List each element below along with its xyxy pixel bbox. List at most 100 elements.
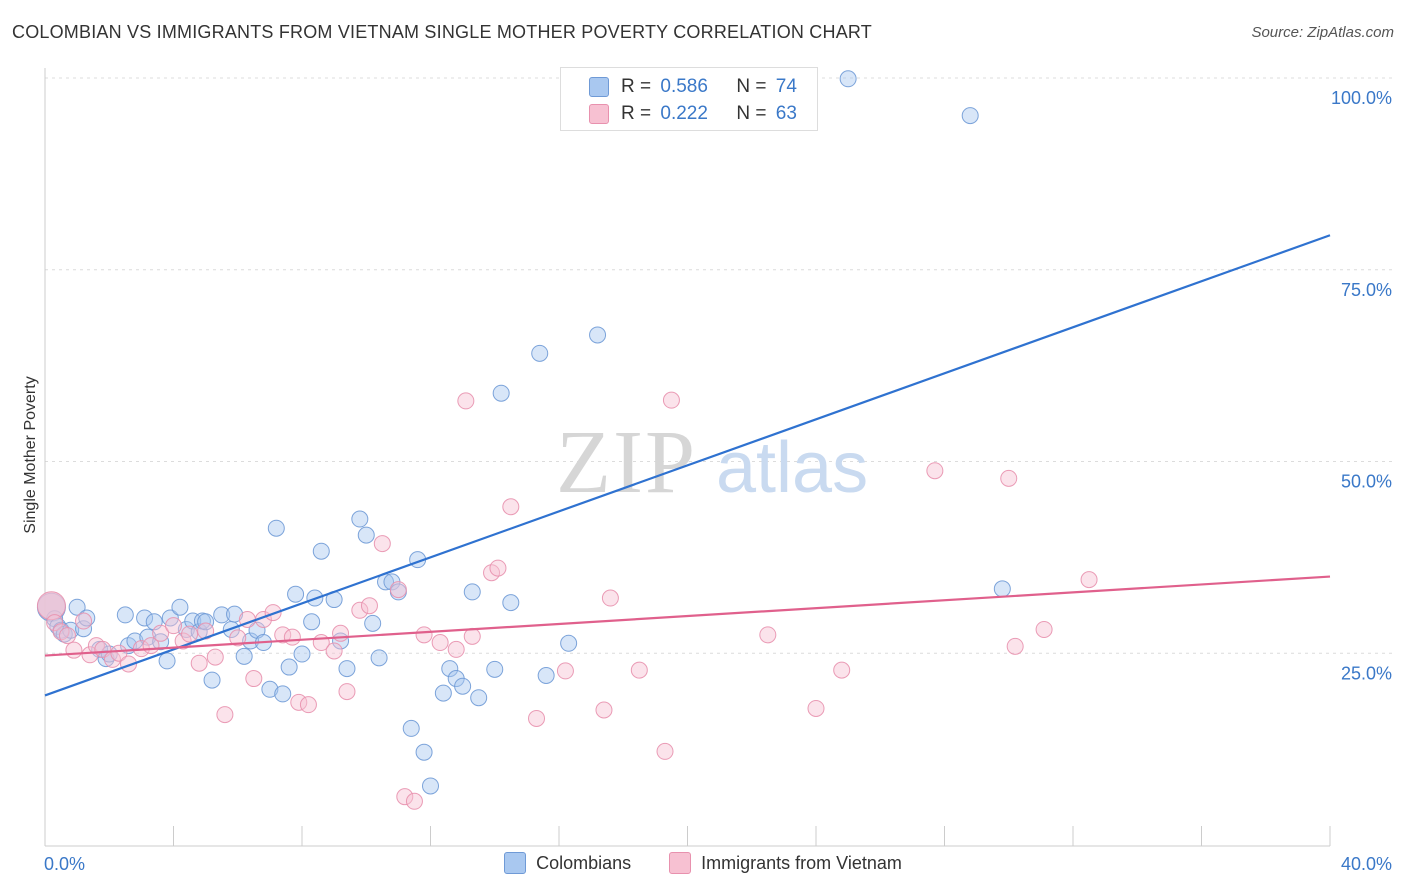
colombians-point bbox=[242, 632, 260, 650]
r-value: 0.222 bbox=[660, 103, 708, 124]
colombians-point bbox=[454, 677, 472, 695]
stats-row-vietnam: R = 0.222 N = 63 bbox=[589, 103, 797, 125]
colombians-point bbox=[560, 634, 578, 652]
vietnam-point bbox=[759, 626, 777, 644]
vietnam-point bbox=[662, 391, 680, 409]
vietnam-point bbox=[656, 742, 674, 760]
x-tick-label: 40.0% bbox=[1341, 854, 1392, 874]
series-legend: Colombians Immigrants from Vietnam bbox=[0, 852, 1406, 874]
n-label: N = bbox=[736, 76, 772, 97]
colombians-point bbox=[502, 594, 520, 612]
vietnam-point bbox=[360, 597, 378, 615]
colombians-point bbox=[470, 689, 488, 707]
vietnam-point bbox=[165, 617, 182, 635]
colombians-point bbox=[961, 107, 979, 125]
vietnam-point bbox=[415, 626, 433, 644]
colombians-point bbox=[492, 384, 510, 402]
y-tick-label: 100.0% bbox=[1331, 88, 1392, 108]
vietnam-point bbox=[181, 625, 199, 643]
colombians-point bbox=[136, 609, 154, 627]
vietnam-point bbox=[833, 661, 851, 679]
legend-item-vietnam[interactable]: Immigrants from Vietnam bbox=[669, 852, 902, 874]
colombians-point bbox=[531, 344, 549, 362]
vietnam-point bbox=[405, 792, 423, 810]
colombians-point bbox=[267, 519, 285, 537]
vietnam-point bbox=[447, 640, 465, 658]
r-value: 0.586 bbox=[660, 76, 708, 97]
vietnam-point bbox=[190, 654, 208, 672]
source-label: Source: ZipAtlas.com bbox=[1251, 24, 1394, 41]
chart-title: COLOMBIAN VS IMMIGRANTS FROM VIETNAM SIN… bbox=[12, 22, 872, 42]
vietnam-point bbox=[807, 699, 825, 717]
colombians-point bbox=[158, 652, 176, 670]
colombians-point bbox=[357, 526, 375, 544]
vietnam-point bbox=[926, 462, 944, 480]
grid-lines bbox=[45, 77, 1392, 654]
tick-labels: 25.0% 50.0% 75.0% 100.0% 0.0% 40.0% bbox=[44, 88, 1392, 874]
watermark-atlas: atlas bbox=[716, 428, 868, 508]
vietnam-point bbox=[502, 498, 520, 516]
vietnam-point bbox=[431, 634, 449, 652]
vietnam-point bbox=[65, 641, 83, 659]
colombians-point bbox=[402, 719, 420, 737]
vietnam-point bbox=[283, 628, 301, 646]
colombians-swatch bbox=[589, 77, 609, 97]
stats-row-colombians: R = 0.586 N = 74 bbox=[589, 76, 797, 98]
vietnam-point bbox=[457, 392, 475, 410]
data-points bbox=[36, 70, 1098, 810]
colombians-trend-line bbox=[44, 234, 1331, 697]
vietnam-point bbox=[1035, 620, 1053, 638]
vietnam-point bbox=[351, 601, 369, 619]
vietnam-point bbox=[556, 662, 574, 680]
colombians-point bbox=[171, 598, 189, 616]
colombians-point bbox=[203, 671, 221, 689]
vietnam-point bbox=[630, 661, 648, 679]
r-label: R = bbox=[621, 76, 657, 97]
colombians-point bbox=[287, 585, 305, 603]
colombians-point bbox=[116, 606, 134, 624]
watermark-zip: ZIP bbox=[556, 413, 697, 512]
n-label: N = bbox=[736, 103, 772, 124]
vietnam-point bbox=[332, 624, 350, 642]
y-axis-label: Single Mother Poverty bbox=[22, 376, 39, 533]
vietnam-point bbox=[1080, 571, 1098, 589]
colombians-point bbox=[261, 680, 279, 698]
vietnam-point bbox=[373, 535, 391, 553]
vietnam-point bbox=[206, 648, 224, 666]
legend-label-vietnam: Immigrants from Vietnam bbox=[701, 852, 902, 873]
vietnam-point bbox=[338, 683, 356, 701]
vietnam-legend-swatch bbox=[669, 852, 692, 874]
colombians-point bbox=[993, 580, 1011, 598]
n-value: 63 bbox=[775, 103, 797, 124]
colombians-point bbox=[338, 660, 356, 678]
vietnam-swatch bbox=[589, 104, 609, 124]
colombians-point bbox=[441, 660, 459, 678]
colombians-point bbox=[415, 743, 433, 761]
vietnam-point bbox=[489, 559, 507, 577]
vietnam-trend-line bbox=[44, 575, 1331, 657]
vietnam-point bbox=[601, 589, 619, 607]
legend-item-colombians[interactable]: Colombians bbox=[504, 852, 631, 874]
vietnam-point bbox=[81, 646, 99, 664]
colombians-point bbox=[293, 645, 311, 663]
colombians-point bbox=[537, 666, 555, 684]
colombians-point bbox=[589, 326, 607, 344]
colombians-point bbox=[312, 542, 330, 560]
colombians-point bbox=[364, 614, 382, 632]
colombians-point bbox=[68, 598, 86, 616]
vietnam-point bbox=[1006, 637, 1024, 655]
colombians-point bbox=[351, 510, 369, 528]
y-tick-label: 50.0% bbox=[1341, 472, 1392, 492]
vietnam-point bbox=[1000, 469, 1018, 487]
colombians-point bbox=[370, 649, 388, 667]
r-label: R = bbox=[621, 103, 657, 124]
colombians-point bbox=[463, 583, 481, 601]
vietnam-point bbox=[229, 629, 247, 647]
vietnam-point bbox=[299, 696, 317, 714]
vietnam-point bbox=[58, 627, 76, 645]
vietnam-point bbox=[36, 591, 66, 621]
colombians-point bbox=[839, 70, 857, 88]
vietnam-point bbox=[46, 614, 64, 632]
vietnam-point bbox=[152, 624, 170, 642]
